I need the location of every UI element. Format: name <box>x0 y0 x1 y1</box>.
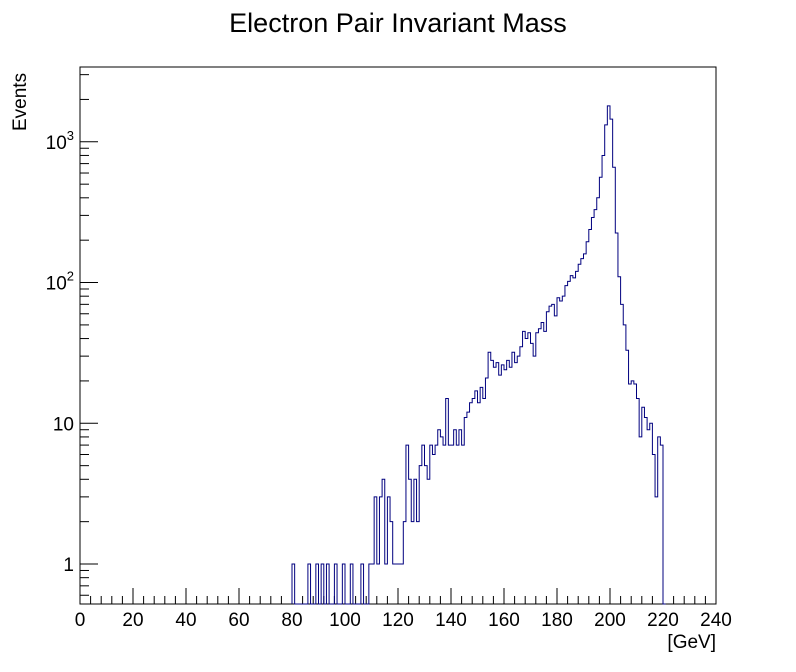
x-tick-label: 40 <box>175 610 196 631</box>
x-tick-label: 220 <box>647 610 679 631</box>
x-tick-label: 200 <box>594 610 626 631</box>
y-tick-label: 103 <box>46 128 74 154</box>
x-tick-label: 100 <box>329 610 361 631</box>
x-tick-label: 80 <box>281 610 302 631</box>
y-tick-label: 102 <box>46 269 74 295</box>
x-tick-label: 0 <box>75 610 86 631</box>
x-axis: 0 20 40 60 80 100 120 140 160 180 200 220 240 <box>75 588 732 631</box>
x-axis-title: [GeV] <box>667 632 716 653</box>
plot-frame <box>79 66 717 605</box>
y-tick-label: 10 <box>53 414 74 435</box>
x-tick-label: 140 <box>435 610 467 631</box>
x-tick-label: 180 <box>541 610 573 631</box>
x-tick-label: 240 <box>700 610 732 631</box>
x-tick-label: 160 <box>488 610 520 631</box>
chart-title: Electron Pair Invariant Mass <box>229 8 567 38</box>
x-tick-label: 60 <box>228 610 249 631</box>
y-axis: 1 10 102 103 <box>46 74 98 596</box>
y-tick-label: 1 <box>63 555 74 576</box>
histogram-line <box>291 105 666 605</box>
x-tick-label: 120 <box>382 610 414 631</box>
x-tick-label: 20 <box>122 610 143 631</box>
y-axis-title: Events <box>10 73 31 131</box>
